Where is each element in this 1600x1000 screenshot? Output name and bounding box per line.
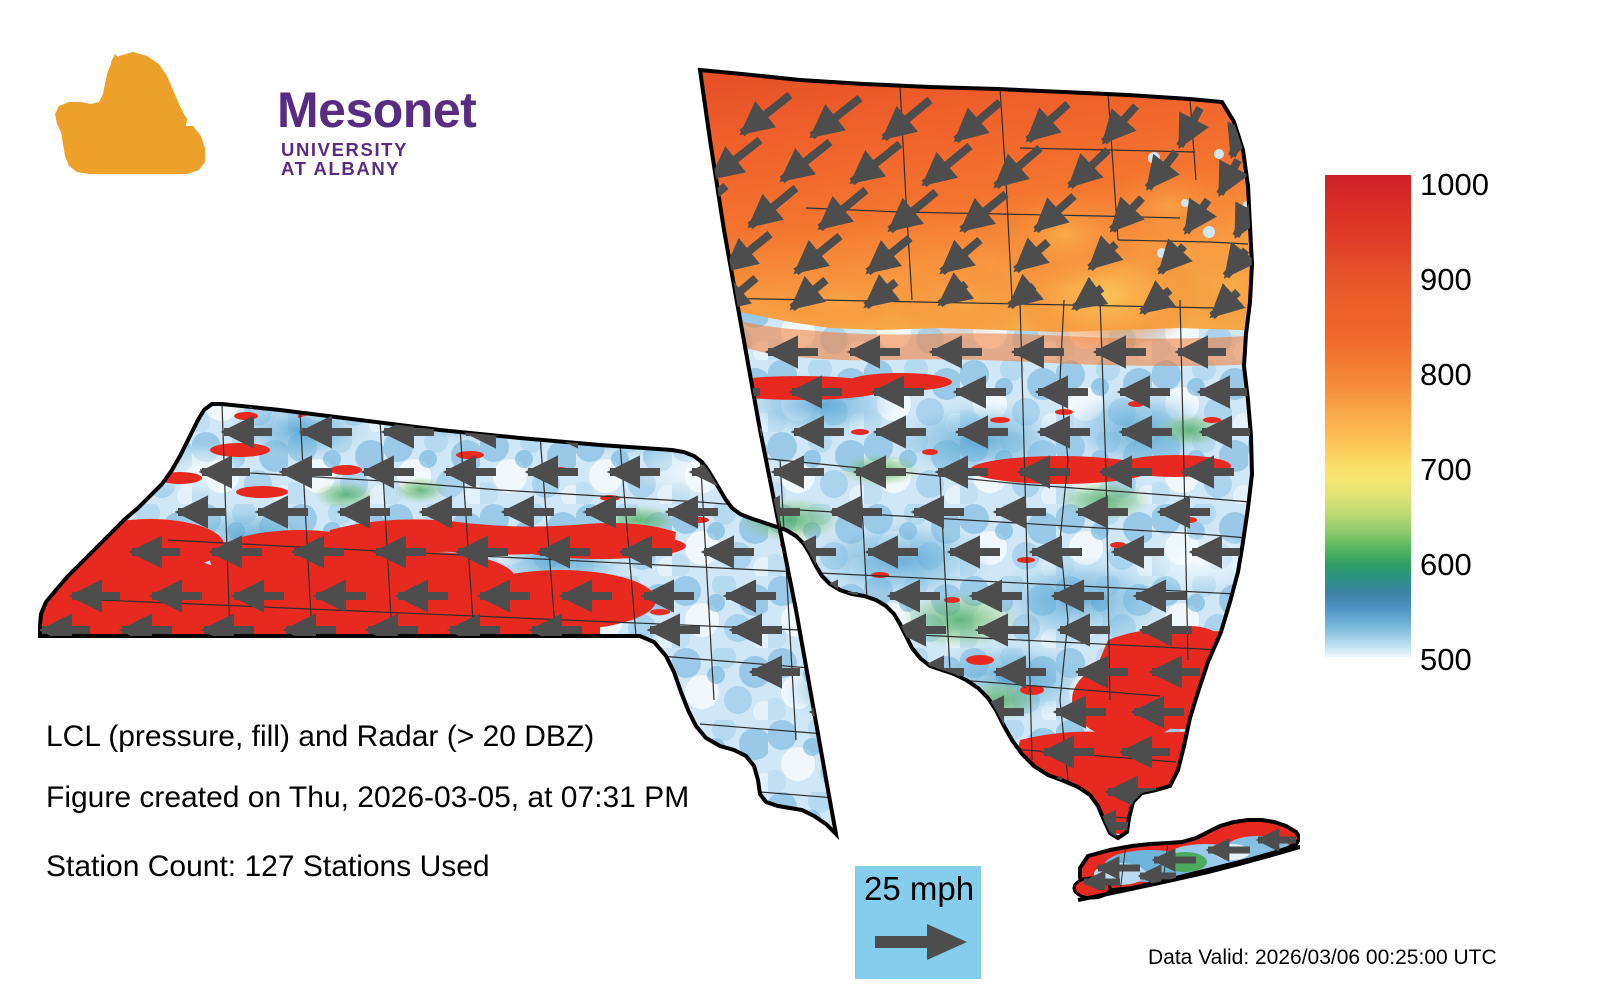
- colorbar-tick-800: 800: [1420, 357, 1472, 392]
- colorbar-tick-500: 500: [1420, 642, 1472, 677]
- figure-title: LCL (pressure, fill) and Radar (> 20 DBZ…: [46, 720, 595, 753]
- colorbar-tick-labels: 1000 900 800 700 600 500: [1420, 169, 1560, 675]
- colorbar-tick-600: 600: [1420, 547, 1472, 582]
- colorbar-tick-900: 900: [1420, 262, 1472, 297]
- map-canvas: [38, 68, 1300, 902]
- south-shore-coastline: [1077, 844, 1300, 902]
- wind-legend-label: 25 mph: [864, 870, 975, 907]
- nys-mesonet-logo: NYS Mesonet UNIVERSITY AT ALBANY: [55, 52, 477, 179]
- data-valid-timestamp: Data Valid: 2026/03/06 00:25:00 UTC: [1148, 946, 1497, 969]
- figure-created-timestamp: Figure created on Thu, 2026-03-05, at 07…: [46, 781, 690, 814]
- wind-speed-legend: 25 mph: [855, 866, 981, 979]
- new-york-state-logo-icon: [55, 52, 205, 174]
- logo-divider: [269, 84, 275, 136]
- wind-reference-arrow-icon: [875, 924, 967, 960]
- logo-university-text: UNIVERSITY AT ALBANY: [281, 139, 408, 179]
- station-count-label: Station Count: 127 Stations Used: [46, 850, 490, 883]
- logo-nys-text: NYS: [185, 83, 283, 137]
- logo-mesonet-text: Mesonet: [277, 82, 477, 138]
- colorbar-tick-1000: 1000: [1420, 167, 1489, 202]
- colorbar: [1325, 175, 1411, 657]
- colorbar-gradient: [1325, 175, 1411, 657]
- colorbar-tick-700: 700: [1420, 452, 1472, 487]
- weather-map: [38, 68, 1300, 902]
